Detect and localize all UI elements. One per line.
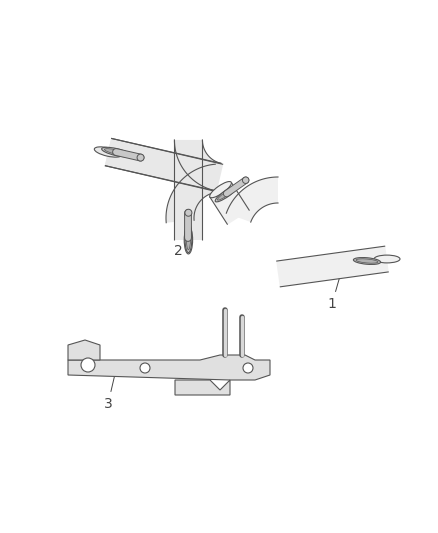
Text: 1: 1	[328, 279, 339, 311]
Circle shape	[140, 363, 150, 373]
Polygon shape	[68, 340, 100, 360]
Ellipse shape	[353, 257, 381, 264]
Polygon shape	[226, 177, 278, 222]
Ellipse shape	[186, 226, 191, 250]
Circle shape	[243, 177, 249, 183]
Text: 3: 3	[104, 377, 114, 411]
Polygon shape	[210, 183, 250, 225]
Polygon shape	[166, 164, 218, 223]
Ellipse shape	[185, 223, 192, 253]
Ellipse shape	[102, 147, 131, 157]
Polygon shape	[175, 380, 230, 395]
Polygon shape	[68, 355, 270, 380]
Ellipse shape	[184, 226, 193, 254]
Circle shape	[81, 358, 95, 372]
Circle shape	[243, 363, 253, 373]
Ellipse shape	[217, 187, 236, 200]
Ellipse shape	[356, 259, 378, 263]
Circle shape	[185, 209, 192, 216]
Ellipse shape	[104, 149, 127, 155]
Polygon shape	[174, 140, 202, 240]
Ellipse shape	[215, 185, 238, 202]
Circle shape	[137, 154, 144, 161]
Polygon shape	[174, 140, 221, 191]
Text: 2: 2	[173, 232, 189, 258]
Ellipse shape	[94, 147, 122, 157]
Polygon shape	[276, 246, 389, 287]
Ellipse shape	[210, 182, 231, 198]
Polygon shape	[105, 139, 223, 192]
Ellipse shape	[374, 255, 400, 263]
Polygon shape	[105, 139, 221, 191]
